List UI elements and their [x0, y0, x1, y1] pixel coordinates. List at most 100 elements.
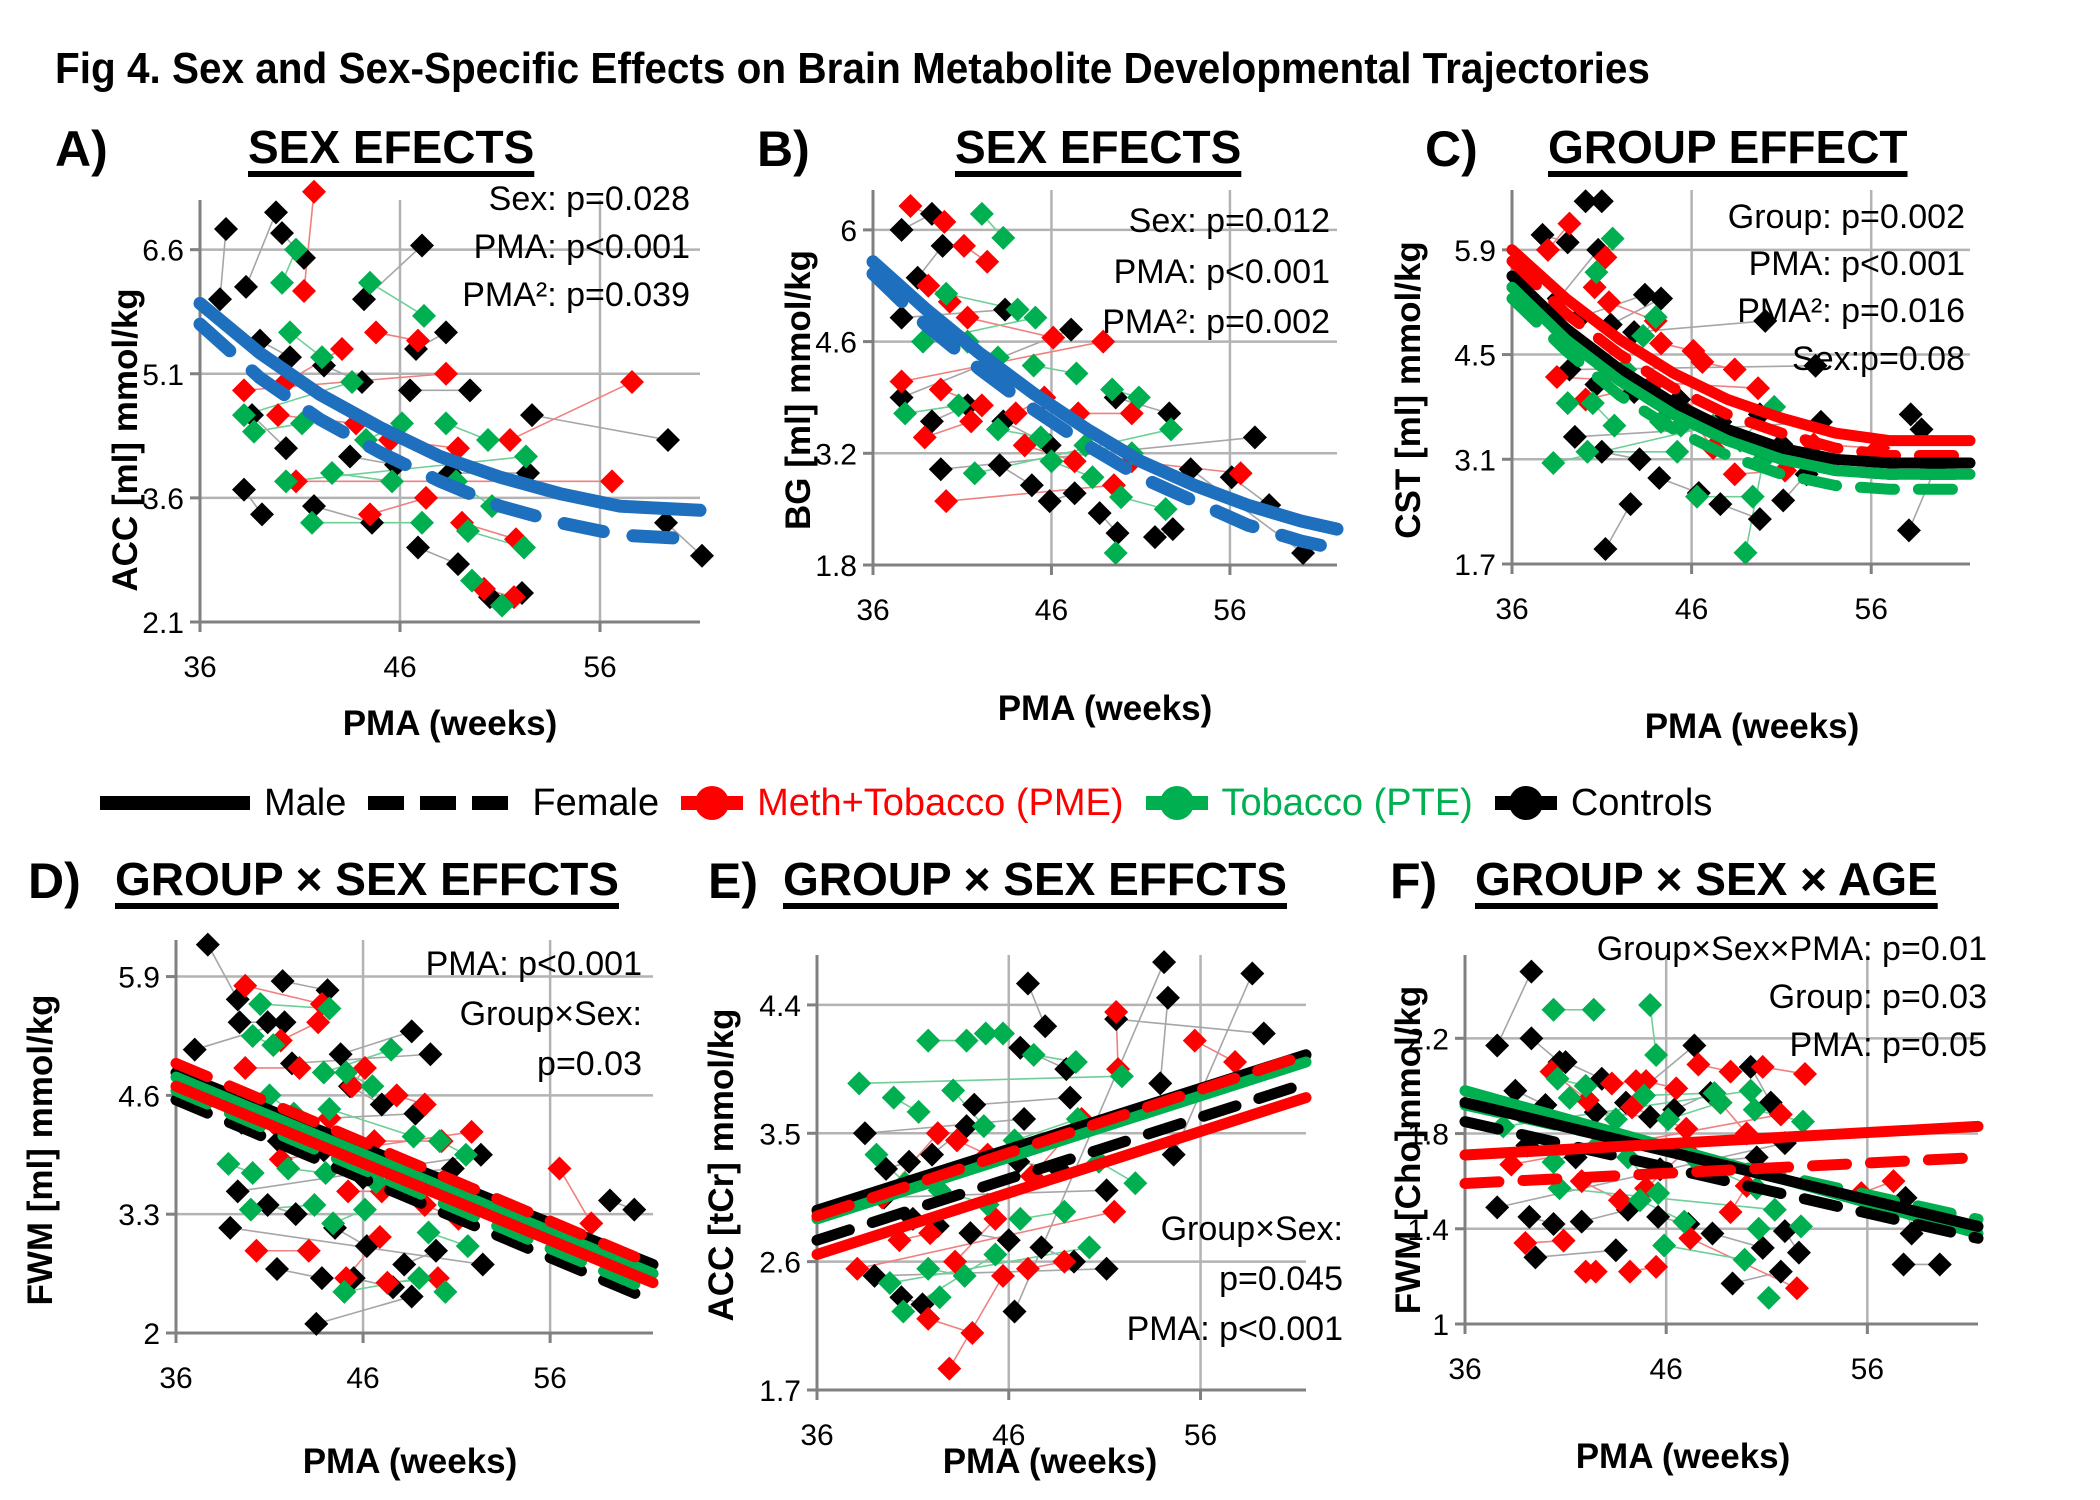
controls-data-point [1589, 189, 1614, 214]
pte-data-point [1584, 260, 1609, 285]
pte-data-point [512, 535, 536, 560]
pme-data-point [898, 193, 923, 218]
pte-data-point [1103, 541, 1128, 566]
subject-trajectory-line [889, 1246, 1090, 1284]
y-tick-label: 1.7 [759, 1375, 801, 1408]
y-axis-label: BG [ml] mmol/kg [779, 250, 818, 530]
pme-data-point [1012, 433, 1037, 458]
pte-data-point [1600, 226, 1625, 251]
fit-line-controls-female [170, 1094, 659, 1307]
controls-data-point [958, 1221, 983, 1246]
x-tick-label: 46 [346, 1362, 379, 1395]
subject-trajectory-line [1159, 997, 1169, 1084]
y-tick-label: 3.5 [759, 1118, 801, 1151]
subject-trajectory-line [245, 212, 277, 288]
pme-data-point [1544, 365, 1569, 389]
subject-trajectory-line [948, 1275, 1004, 1370]
pte-data-point [248, 991, 273, 1016]
controls-data-point [1589, 439, 1614, 464]
y-tick-label: 2.1 [142, 607, 184, 640]
pte-data-point [1756, 1285, 1781, 1310]
pme-data-point [459, 1119, 484, 1144]
pme-data-point [330, 336, 354, 361]
pte-data-point [1541, 1150, 1566, 1175]
pme-data-point [375, 1270, 400, 1295]
subject-trajectory-line [1172, 973, 1254, 1155]
subject-trajectory-line [207, 944, 239, 1000]
fit-line-pte-male [170, 1071, 659, 1280]
y-tick-label: 2 [143, 1318, 160, 1351]
pte-data-point [276, 1156, 301, 1181]
controls-marker-icon [1494, 786, 1557, 820]
controls-data-point [1012, 1107, 1037, 1132]
y-tick-label: 4.4 [759, 990, 801, 1023]
y-tick-label: 4.5 [1454, 340, 1496, 373]
stat-annotation: Sex: p=0.028 [489, 180, 690, 218]
controls-data-point [392, 1252, 417, 1277]
y-tick-label: 1 [1432, 1309, 1449, 1342]
pte-data-point [946, 393, 971, 418]
pme-data-point [367, 1225, 392, 1250]
pte-data-point [1109, 1064, 1134, 1089]
pte-data-point [934, 281, 959, 306]
fit-line-pme-female [170, 1057, 659, 1270]
pte-data-point [456, 518, 480, 543]
y-tick-label: 3.3 [118, 1199, 160, 1232]
pte-data-point [300, 510, 324, 535]
controls-data-point [1002, 1299, 1027, 1324]
controls-data-point [1569, 1209, 1594, 1234]
pme-data-point [1182, 1028, 1207, 1053]
controls-data-point [232, 477, 256, 502]
stat-annotation: PMA: p<0.001 [1127, 1310, 1343, 1348]
controls-data-point [1896, 518, 1921, 543]
stat-annotation: PMA²: p=0.002 [1102, 303, 1330, 341]
controls-data-point [1753, 308, 1778, 333]
pme-data-point [1599, 1071, 1624, 1096]
pte-data-point [971, 1114, 996, 1139]
controls-data-point [1155, 985, 1180, 1010]
controls-data-point [1627, 447, 1652, 472]
pte-data-point [1631, 323, 1656, 348]
pme-data-point [934, 489, 959, 514]
pte-data-point [991, 225, 1016, 250]
pte-data-point [410, 510, 434, 535]
pme-data-point [969, 393, 994, 418]
controls-data-point [1503, 1078, 1528, 1103]
y-tick-label: 6.6 [142, 235, 184, 268]
subject-trajectory-line [1558, 249, 1599, 299]
pte-data-point [358, 270, 382, 295]
y-axis-label: FWM [ml] mmol/kg [21, 994, 60, 1305]
pme-data-point [1535, 237, 1560, 262]
controls-data-point [962, 1092, 987, 1117]
fit-line-pme-male [1459, 1120, 1984, 1161]
pme-data-point [364, 320, 388, 345]
controls-data-point [218, 1215, 243, 1240]
controls-data-point [1708, 492, 1733, 517]
y-tick-label: 1.7 [1454, 549, 1496, 582]
fit-line-pte-female [1506, 293, 1976, 495]
pte-data-point [1638, 992, 1663, 1017]
pme-data-point [1617, 1259, 1642, 1284]
pme-data-point [620, 370, 644, 395]
pte-data-point [1628, 1188, 1653, 1213]
controls-data-point [250, 502, 274, 527]
x-tick-label: 56 [533, 1362, 566, 1395]
fit-line-female [866, 267, 1344, 556]
controls-data-point [225, 1179, 250, 1204]
pme-marker-icon [681, 786, 744, 820]
pte-data-point [352, 1197, 377, 1222]
pte-data-point [302, 1193, 327, 1218]
pme-data-point [1091, 329, 1116, 354]
pte-data-point [1742, 1097, 1767, 1122]
x-axis-label: PMA (weeks) [1645, 707, 1860, 746]
pme-data-point [1003, 401, 1028, 426]
controls-data-point [255, 1010, 280, 1035]
panel-e-chart: 1.7 2.6 3.5 4.4 36 46 56 PMA (weeks) ACC [tCr] m… [702, 950, 1343, 1481]
controls-data-point [656, 427, 680, 452]
pte-data-point [1646, 1181, 1671, 1206]
x-tick-label: 46 [992, 1419, 1025, 1452]
controls-data-point [1062, 481, 1087, 506]
controls-data-point [1647, 465, 1672, 490]
y-tick-label: 1.8 [815, 550, 857, 583]
